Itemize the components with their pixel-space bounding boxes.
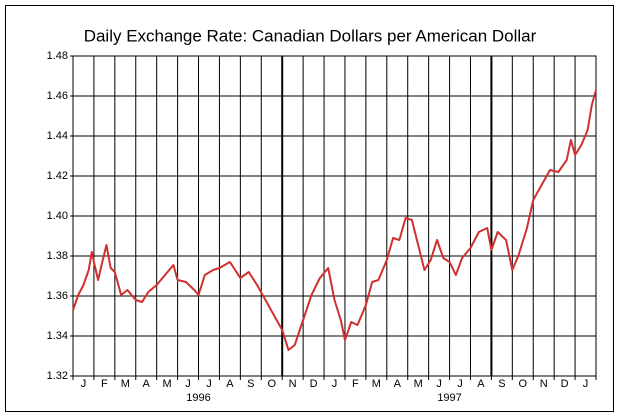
x-tick-label: F <box>352 378 359 390</box>
x-tick-label: O <box>518 378 527 390</box>
y-tick-label: 1.46 <box>47 90 68 102</box>
x-tick-label: S <box>498 378 505 390</box>
y-tick-label: 1.42 <box>47 170 68 182</box>
x-tick-label: O <box>267 378 276 390</box>
x-tick-label: A <box>226 378 234 390</box>
y-tick-label: 1.34 <box>47 330 68 342</box>
x-tick-label: J <box>81 378 87 390</box>
x-tick-label: N <box>540 378 548 390</box>
x-tick-label: M <box>372 378 381 390</box>
data-line <box>72 89 597 351</box>
x-tick-label: F <box>101 378 108 390</box>
x-tick-label: J <box>436 378 442 390</box>
x-tick-label: A <box>143 378 151 390</box>
x-tick-label: D <box>561 378 569 390</box>
y-tick-label: 1.38 <box>47 250 68 262</box>
chart-title: Daily Exchange Rate: Canadian Dollars pe… <box>84 26 537 45</box>
x-tick-label: J <box>206 378 212 390</box>
y-tick-label: 1.36 <box>47 290 68 302</box>
y-tick-label: 1.44 <box>47 130 68 142</box>
year-label: 1997 <box>437 392 461 404</box>
x-tick-label: D <box>310 378 318 390</box>
x-tick-label: J <box>332 378 338 390</box>
x-tick-label: A <box>477 378 485 390</box>
y-tick-label: 1.48 <box>47 50 68 62</box>
x-tick-label: N <box>289 378 297 390</box>
x-tick-label: M <box>414 378 423 390</box>
x-tick-label: J <box>185 378 191 390</box>
x-tick-label: M <box>163 378 172 390</box>
year-label: 1996 <box>186 392 210 404</box>
x-tick-label: J <box>583 378 589 390</box>
x-tick-label: A <box>394 378 402 390</box>
x-tick-label: S <box>247 378 254 390</box>
chart-border <box>5 5 614 412</box>
x-tick-label: M <box>121 378 130 390</box>
x-tick-label: J <box>457 378 463 390</box>
y-tick-label: 1.40 <box>47 210 68 222</box>
y-tick-label: 1.32 <box>47 370 68 382</box>
plot-frame <box>72 55 597 377</box>
